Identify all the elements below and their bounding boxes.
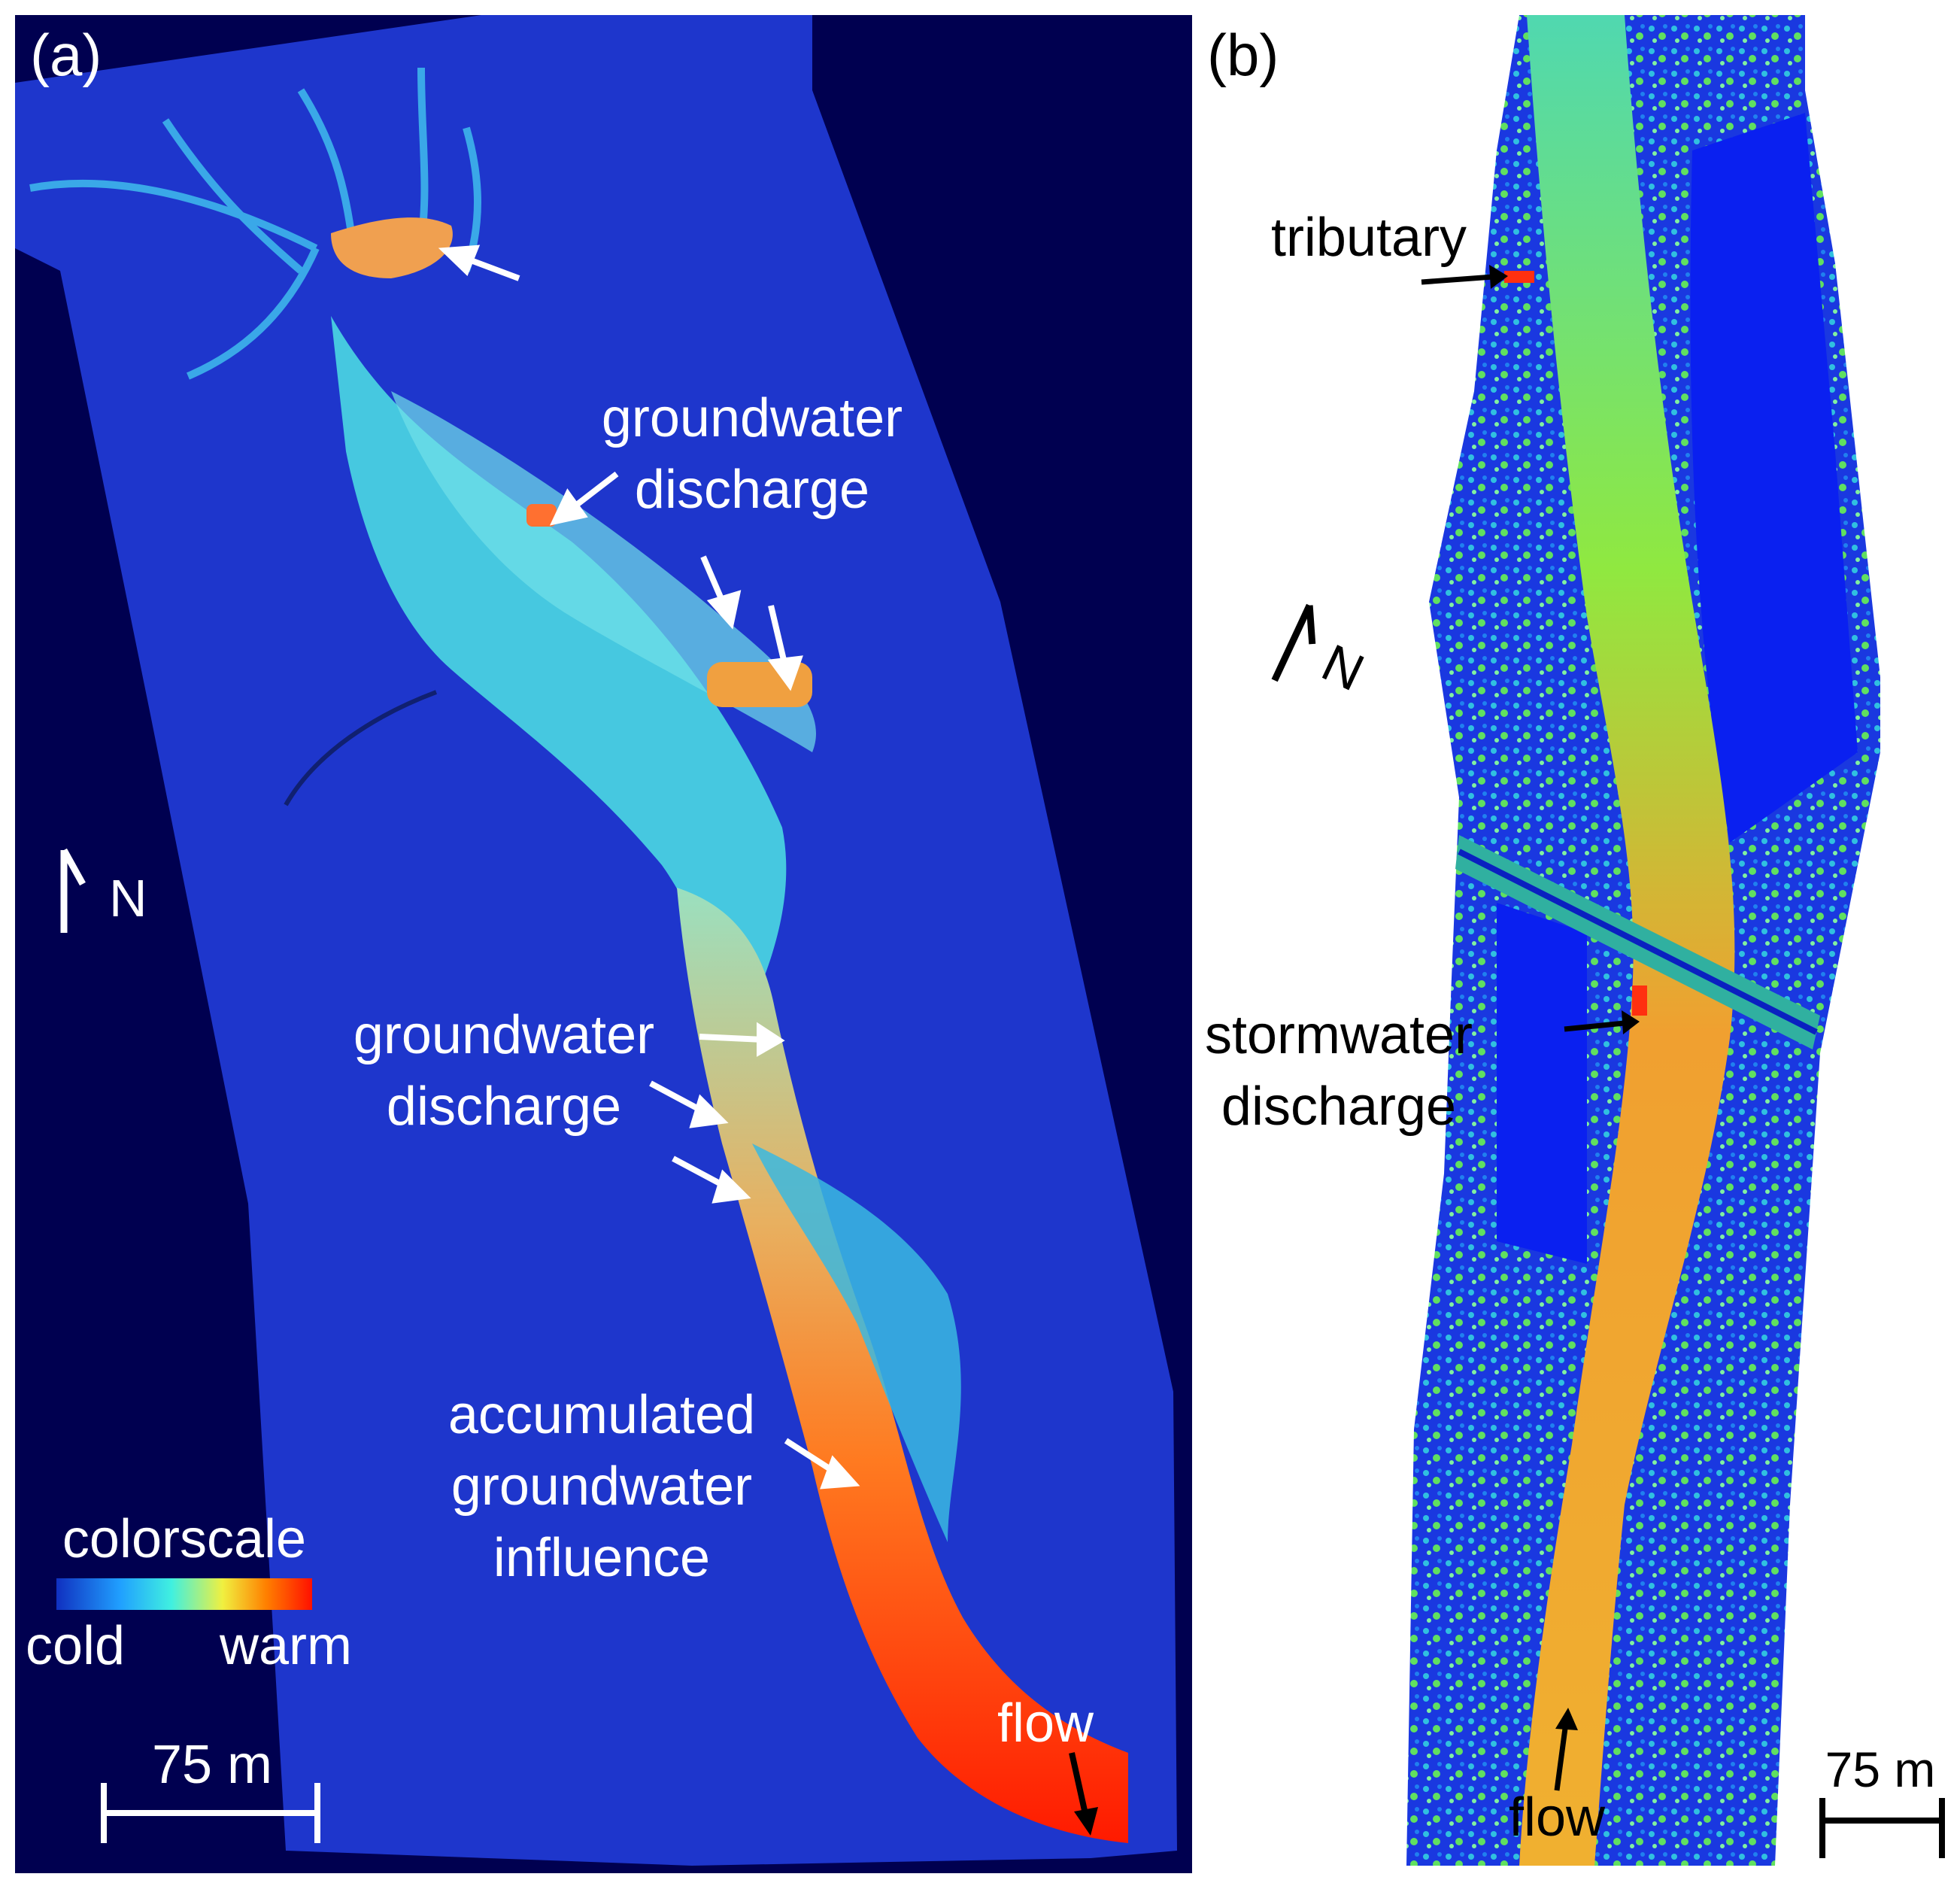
arrow-accumulated-head <box>820 1455 860 1490</box>
panel-a-river-cyan-margin <box>752 1143 961 1542</box>
arrow-stormwater-head <box>1622 1010 1640 1034</box>
panel-b: (b) tributary stormwater discharge flow … <box>1205 15 1945 1866</box>
annotation-stormwater-line2: discharge <box>1221 1077 1456 1137</box>
panel-a-north-pond <box>331 217 453 278</box>
arrow-stormwater <box>1564 1020 1625 1032</box>
arrow-tributary-head <box>1489 265 1508 289</box>
colorscale-low-label: cold <box>26 1616 125 1676</box>
annotation-accumulated-line2: groundwater <box>451 1456 752 1517</box>
arrow-tributary <box>1421 274 1494 285</box>
annotation-groundwater-top-line2: discharge <box>635 460 869 520</box>
arrow-gw-top-2-head <box>706 590 742 630</box>
arrow-flow-b-head <box>1555 1708 1578 1730</box>
colorscale-legend: colorscale cold warm <box>26 1509 352 1676</box>
panel-b-stormwater-outfall <box>1632 985 1647 1016</box>
annotation-groundwater-top-line1: groundwater <box>602 388 903 448</box>
panel-a-arrows <box>438 244 860 1490</box>
colorscale-title: colorscale <box>62 1509 306 1569</box>
panel-a-river <box>677 888 1128 1843</box>
panel-b-tributary-inflow <box>1504 271 1534 283</box>
panel-a-label: (a) <box>30 22 102 88</box>
north-label-b: N <box>1313 633 1373 702</box>
arrow-gw-mid-1 <box>699 1034 764 1043</box>
annotation-flow-a: flow <box>997 1693 1094 1754</box>
north-arrow-a: N <box>60 848 147 933</box>
annotation-flow-b: flow <box>1509 1787 1606 1848</box>
scale-bar-a: 75 m <box>101 1735 320 1843</box>
arrow-flow-a <box>1069 1752 1090 1821</box>
scale-bar-b: 75 m <box>1819 1742 1945 1858</box>
annotation-tributary: tributary <box>1271 208 1467 268</box>
panel-b-blue-west <box>1497 903 1587 1264</box>
colorscale-high-label: warm <box>219 1616 352 1676</box>
arrow-flow-a-head <box>1074 1807 1098 1836</box>
panel-b-bridge-stripe <box>1458 849 1818 1035</box>
panel-a-plume <box>331 316 787 1038</box>
arrow-gw-top-1-head <box>549 488 588 526</box>
arrow-gw-top-3-head <box>767 655 803 691</box>
panel-b-label: (b) <box>1207 22 1279 88</box>
annotation-stormwater-line1: stormwater <box>1205 1005 1473 1065</box>
annotation-accumulated-line1: accumulated <box>448 1385 755 1445</box>
panel-b-blue-east <box>1690 113 1858 843</box>
panel-a: (a) groundwater discharge groundwater di… <box>15 15 1192 1873</box>
annotation-groundwater-mid-line1: groundwater <box>353 1005 654 1065</box>
panel-a-seep <box>526 504 557 527</box>
north-arrow-b: N <box>1271 603 1373 702</box>
scale-bar-b-label: 75 m <box>1825 1742 1936 1797</box>
annotation-accumulated-line3: influence <box>493 1528 710 1588</box>
arrow-gw-mid-2-head <box>689 1094 729 1128</box>
arrow-gw-mid-1-head <box>757 1022 785 1057</box>
scale-bar-a-label: 75 m <box>152 1735 272 1795</box>
panel-a-dark-line <box>284 690 438 806</box>
panel-b-river <box>1519 15 1735 1866</box>
arrow-north-pond-head <box>438 244 481 277</box>
annotation-groundwater-mid-line2: discharge <box>387 1077 621 1137</box>
north-label-a: N <box>109 869 147 928</box>
arrow-gw-mid-3-head <box>711 1169 751 1204</box>
panel-a-plume-fringe <box>391 391 816 752</box>
arrow-flow-b <box>1554 1722 1569 1791</box>
colorscale-bar <box>56 1578 312 1610</box>
